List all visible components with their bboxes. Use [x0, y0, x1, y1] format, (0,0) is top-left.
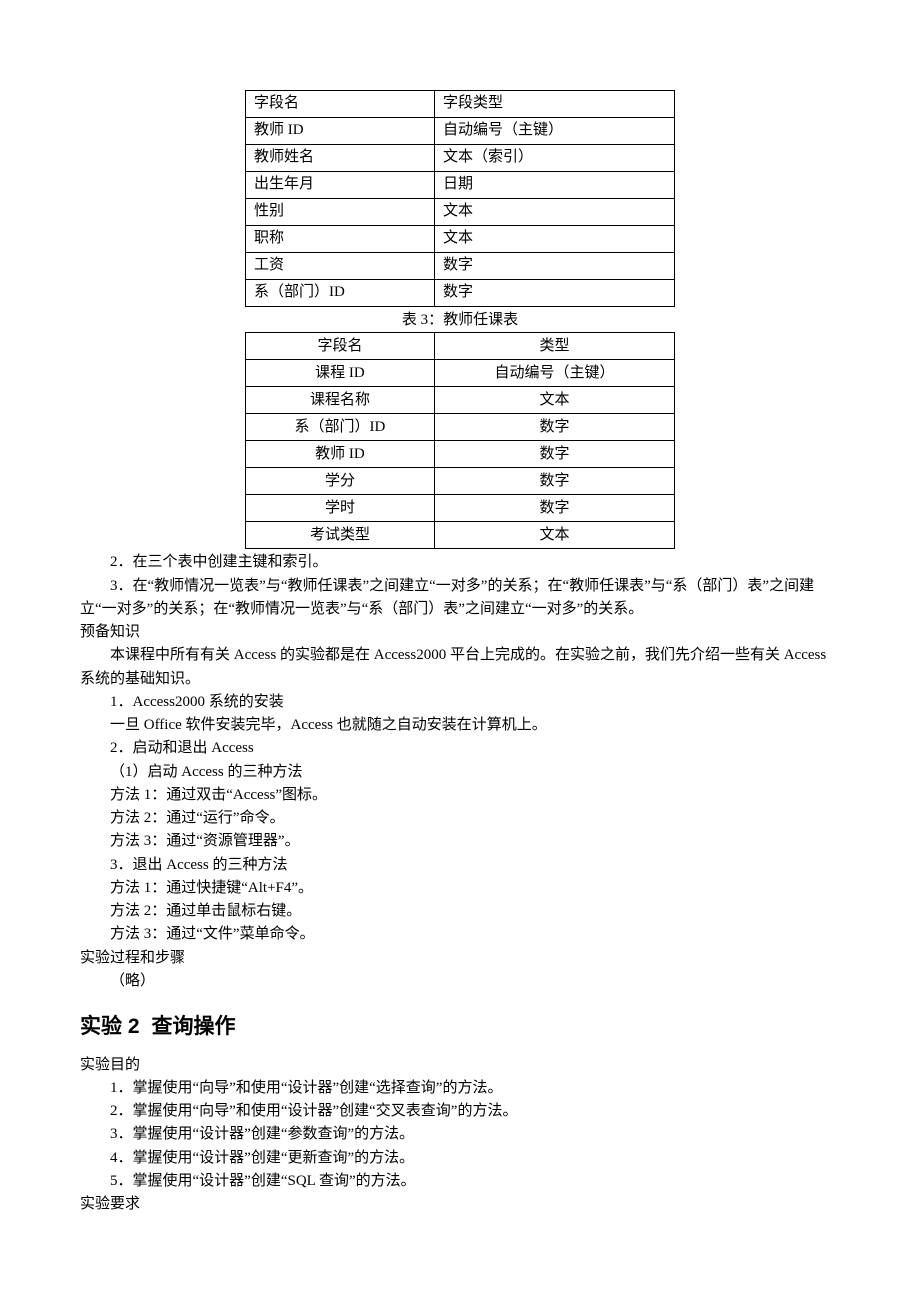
table-row: 字段名 字段类型 — [246, 91, 675, 118]
section-heading: 实验过程和步骤 — [80, 947, 840, 970]
paragraph: 本课程中所有有关 Access 的实验都是在 Access2000 平台上完成的… — [80, 644, 840, 691]
experiment-heading: 实验 2 查询操作 — [80, 1011, 840, 1044]
table-cell: 学时 — [246, 495, 435, 522]
paragraph: 方法 2：通过单击鼠标右键。 — [80, 900, 840, 923]
table-cell: 自动编号（主键） — [434, 360, 674, 387]
table-row: 工资 数字 — [246, 253, 675, 280]
paragraph: 方法 3：通过“资源管理器”。 — [80, 830, 840, 853]
table-header-cell: 字段类型 — [434, 91, 674, 118]
list-item: 1．掌握使用“向导”和使用“设计器”创建“选择查询”的方法。 — [80, 1077, 840, 1100]
table-cell: 教师 ID — [246, 118, 435, 145]
table-cell: 文本 — [434, 522, 674, 549]
table-cell: 文本 — [434, 199, 674, 226]
paragraph: （略） — [80, 970, 840, 993]
list-item: 3．退出 Access 的三种方法 — [80, 854, 840, 877]
table-cell: 数字 — [434, 441, 674, 468]
table-cell: 系（部门）ID — [246, 280, 435, 307]
table-row: 教师 ID 数字 — [246, 441, 675, 468]
table-cell: 课程名称 — [246, 387, 435, 414]
table-cell: 数字 — [434, 495, 674, 522]
paragraph: 方法 1：通过快捷键“Alt+F4”。 — [80, 877, 840, 900]
table-cell: 数字 — [434, 280, 674, 307]
table-header-cell: 字段名 — [246, 333, 435, 360]
heading-title: 查询操作 — [152, 1015, 236, 1038]
teacher-course-table: 字段名 类型 课程 ID 自动编号（主键） 课程名称 文本 系（部门）ID 数字… — [245, 332, 675, 549]
table-cell: 考试类型 — [246, 522, 435, 549]
list-item: 3．掌握使用“设计器”创建“参数查询”的方法。 — [80, 1123, 840, 1146]
table-cell: 学分 — [246, 468, 435, 495]
table-row: 系（部门）ID 数字 — [246, 414, 675, 441]
list-item: 5．掌握使用“设计器”创建“SQL 查询”的方法。 — [80, 1170, 840, 1193]
table-cell: 教师姓名 — [246, 145, 435, 172]
paragraph: （1）启动 Access 的三种方法 — [80, 761, 840, 784]
table-row: 考试类型 文本 — [246, 522, 675, 549]
paragraph: 方法 1：通过双击“Access”图标。 — [80, 784, 840, 807]
section-heading: 实验目的 — [80, 1054, 840, 1077]
heading-number: 实验 2 — [80, 1015, 140, 1038]
section-heading: 预备知识 — [80, 621, 840, 644]
table-cell: 数字 — [434, 468, 674, 495]
table-cell: 文本 — [434, 226, 674, 253]
body-section: 2．在三个表中创建主键和索引。 3．在“教师情况一览表”与“教师任课表”之间建立… — [80, 551, 840, 993]
table-row: 教师姓名 文本（索引） — [246, 145, 675, 172]
table-cell: 文本 — [434, 387, 674, 414]
table-row: 性别 文本 — [246, 199, 675, 226]
table-row: 出生年月 日期 — [246, 172, 675, 199]
document-page: 字段名 字段类型 教师 ID 自动编号（主键） 教师姓名 文本（索引） 出生年月… — [0, 0, 920, 1276]
table-row: 教师 ID 自动编号（主键） — [246, 118, 675, 145]
table-cell: 性别 — [246, 199, 435, 226]
list-item: 1．Access2000 系统的安装 — [80, 691, 840, 714]
section-heading: 实验要求 — [80, 1193, 840, 1216]
paragraph: 2．在三个表中创建主键和索引。 — [80, 551, 840, 574]
experiment-goals-section: 实验目的 1．掌握使用“向导”和使用“设计器”创建“选择查询”的方法。 2．掌握… — [80, 1054, 840, 1217]
table-cell: 数字 — [434, 414, 674, 441]
table-cell: 文本（索引） — [434, 145, 674, 172]
table-row: 字段名 类型 — [246, 333, 675, 360]
paragraph: 方法 3：通过“文件”菜单命令。 — [80, 923, 840, 946]
table-row: 课程 ID 自动编号（主键） — [246, 360, 675, 387]
table-cell: 日期 — [434, 172, 674, 199]
table-row: 系（部门）ID 数字 — [246, 280, 675, 307]
table-cell: 职称 — [246, 226, 435, 253]
table-header-cell: 类型 — [434, 333, 674, 360]
table-cell: 工资 — [246, 253, 435, 280]
table-cell: 出生年月 — [246, 172, 435, 199]
table-row: 学分 数字 — [246, 468, 675, 495]
list-item: 2．掌握使用“向导”和使用“设计器”创建“交叉表查询”的方法。 — [80, 1100, 840, 1123]
table-cell: 系（部门）ID — [246, 414, 435, 441]
list-item: 4．掌握使用“设计器”创建“更新查询”的方法。 — [80, 1147, 840, 1170]
table-caption: 表 3：教师任课表 — [80, 309, 840, 332]
table-cell: 自动编号（主键） — [434, 118, 674, 145]
paragraph: 方法 2：通过“运行”命令。 — [80, 807, 840, 830]
table-cell: 教师 ID — [246, 441, 435, 468]
table-header-cell: 字段名 — [246, 91, 435, 118]
table-row: 课程名称 文本 — [246, 387, 675, 414]
table-cell: 课程 ID — [246, 360, 435, 387]
paragraph: 一旦 Office 软件安装完毕，Access 也就随之自动安装在计算机上。 — [80, 714, 840, 737]
table-row: 学时 数字 — [246, 495, 675, 522]
table-cell: 数字 — [434, 253, 674, 280]
table-row: 职称 文本 — [246, 226, 675, 253]
teacher-info-table: 字段名 字段类型 教师 ID 自动编号（主键） 教师姓名 文本（索引） 出生年月… — [245, 90, 675, 307]
list-item: 2．启动和退出 Access — [80, 737, 840, 760]
paragraph: 3．在“教师情况一览表”与“教师任课表”之间建立“一对多”的关系；在“教师任课表… — [80, 575, 840, 622]
